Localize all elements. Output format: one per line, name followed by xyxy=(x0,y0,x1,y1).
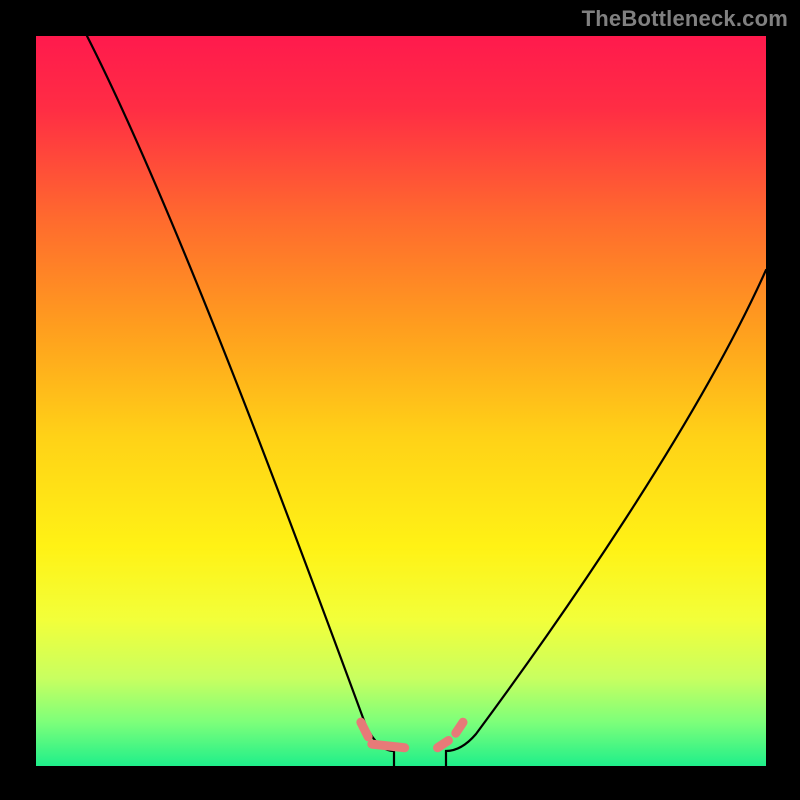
watermark-text: TheBottleneck.com xyxy=(582,6,788,32)
marker-segment xyxy=(438,740,449,747)
chart-container: TheBottleneck.com xyxy=(0,0,800,800)
marker-segment xyxy=(456,722,463,733)
plot-area xyxy=(36,36,766,766)
plot-svg xyxy=(36,36,766,766)
marker-segment xyxy=(372,744,405,748)
plot-background-gradient xyxy=(36,36,766,766)
